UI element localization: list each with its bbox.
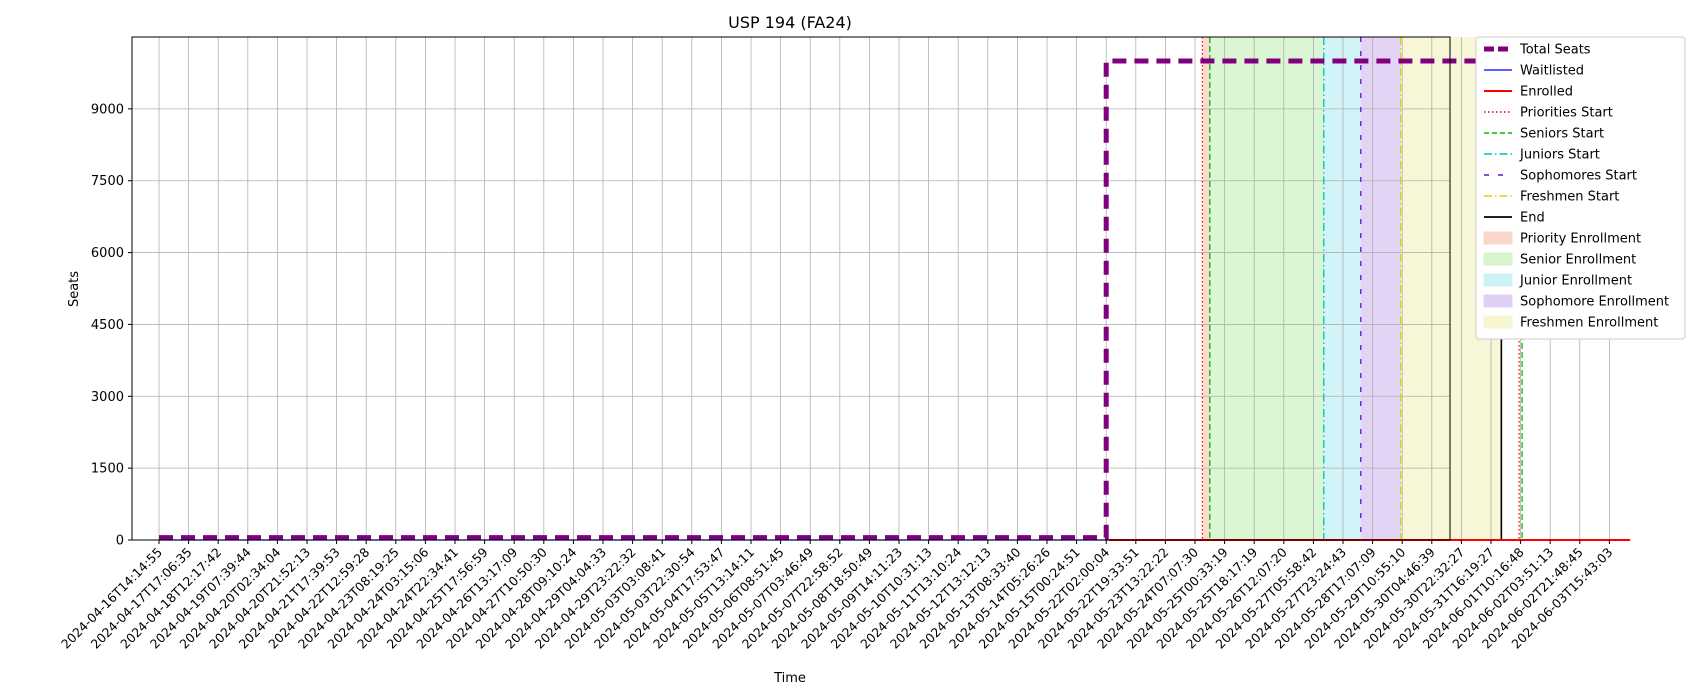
legend-swatch bbox=[1483, 252, 1513, 266]
legend-label: Freshmen Enrollment bbox=[1520, 316, 1658, 331]
plot-frame bbox=[131, 36, 1451, 541]
legend-label: Freshmen Start bbox=[1520, 190, 1619, 205]
legend-label: Total Seats bbox=[1519, 43, 1591, 58]
span-3 bbox=[1360, 37, 1401, 540]
span-0 bbox=[1202, 37, 1210, 540]
x-axis: 2024-04-16T14:14:552024-04-17T17:06:3520… bbox=[58, 540, 1616, 652]
legend-label: Seniors Start bbox=[1520, 127, 1604, 142]
legend-swatch bbox=[1483, 273, 1513, 287]
plot-spans bbox=[1202, 37, 1502, 540]
legend-swatch bbox=[1483, 231, 1513, 245]
legend-label: End bbox=[1520, 211, 1545, 226]
legend-label: Priorities Start bbox=[1520, 106, 1613, 121]
series-line-0 bbox=[159, 58, 1631, 541]
legend-label: Waitlisted bbox=[1520, 64, 1584, 79]
legend-label: Senior Enrollment bbox=[1520, 253, 1636, 268]
legend-label: Sophomore Enrollment bbox=[1520, 295, 1669, 310]
legend-label: Juniors Start bbox=[1519, 148, 1600, 163]
legend-label: Junior Enrollment bbox=[1519, 274, 1632, 289]
legend-box bbox=[1475, 36, 1686, 340]
y-tick-label: 9000 bbox=[91, 102, 124, 117]
grid-lines bbox=[132, 37, 1610, 541]
legend: Total Seats Waitlisted Enrolled Priorities … bbox=[1475, 36, 1686, 340]
legend-label: Priority Enrollment bbox=[1520, 232, 1641, 247]
y-tick-label: 4500 bbox=[91, 318, 124, 333]
y-tick-label: 1500 bbox=[91, 462, 124, 477]
y-tick-label: 3000 bbox=[91, 390, 124, 405]
legend-label: Sophomores Start bbox=[1520, 169, 1637, 184]
legend-swatch bbox=[1483, 294, 1513, 308]
x-axis-label: Time bbox=[773, 671, 806, 686]
y-axis-label: Seats bbox=[67, 271, 82, 307]
chart-title: USP 194 (FA24) bbox=[728, 13, 852, 32]
legend-swatch bbox=[1483, 315, 1513, 329]
y-axis: 0 1500 3000 4500 6000 7500 9000 bbox=[91, 102, 132, 549]
span-1 bbox=[1209, 37, 1324, 540]
y-tick-label: 6000 bbox=[91, 246, 124, 261]
y-tick-label: 0 bbox=[116, 534, 124, 549]
y-tick-label: 7500 bbox=[91, 174, 124, 189]
legend-label: Enrolled bbox=[1520, 85, 1573, 100]
span-2 bbox=[1323, 37, 1361, 540]
